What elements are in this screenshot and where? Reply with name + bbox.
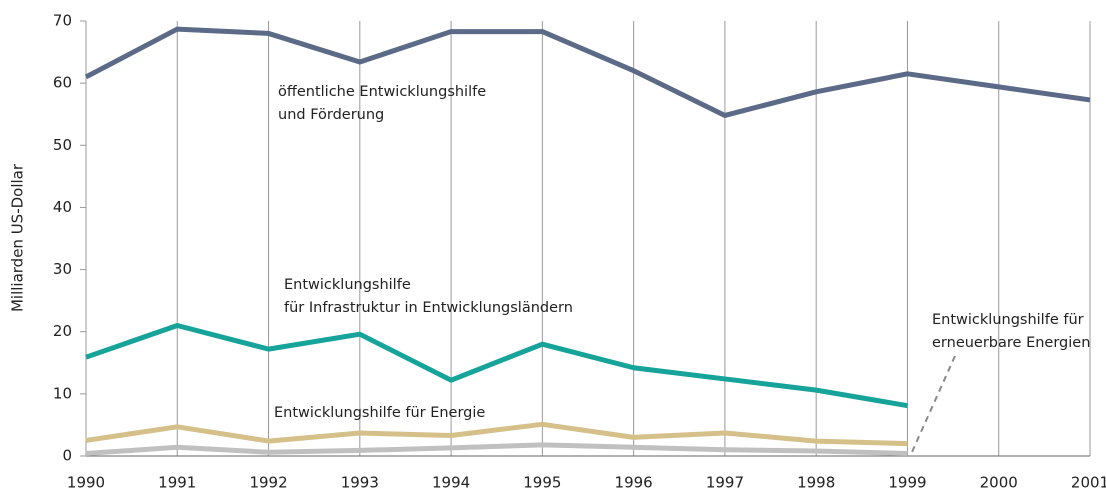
y-tick-label: 0: [62, 447, 72, 465]
annotation: erneuerbare Energien: [932, 335, 1090, 351]
x-tick-label: 1991: [158, 474, 196, 492]
annotation-leader: [911, 355, 956, 453]
annotation: öffentliche Entwicklungshilfe: [278, 84, 486, 100]
annotation: Entwicklungshilfe für Energie: [274, 405, 485, 421]
y-tick-label: 10: [53, 384, 72, 402]
series-line: [85, 442, 908, 457]
y-tick-label: 30: [53, 260, 72, 278]
series-line: [85, 421, 908, 447]
y-tick-label: 70: [53, 12, 72, 30]
x-tick-label: 1995: [523, 474, 561, 492]
x-tick-label: 1994: [432, 474, 470, 492]
x-tick-label: 2000: [980, 474, 1018, 492]
x-tick-label: 1999: [888, 474, 926, 492]
y-axis-label: Milliarden US-Dollar: [9, 163, 27, 312]
y-tick-label: 40: [53, 198, 72, 216]
y-tick-label: 50: [53, 136, 72, 154]
x-tick-label: 1992: [249, 474, 287, 492]
x-tick-label: 1997: [706, 474, 744, 492]
series-line: [84, 26, 1091, 118]
annotation: und Förderung: [278, 107, 384, 123]
x-tick-label: 2001: [1071, 474, 1106, 492]
y-tick-label: 60: [53, 74, 72, 92]
x-tick-label: 1998: [797, 474, 835, 492]
annotation: für Infrastruktur in Entwicklungsländern: [284, 300, 573, 316]
x-tick-label: 1990: [67, 474, 105, 492]
series-line: [85, 323, 908, 409]
annotation: Entwicklungshilfe für: [932, 312, 1084, 328]
y-tick-label: 20: [53, 322, 72, 340]
x-tick-label: 1993: [341, 474, 379, 492]
x-tick-label: 1996: [615, 474, 653, 492]
annotation: Entwicklungshilfe: [284, 277, 411, 293]
